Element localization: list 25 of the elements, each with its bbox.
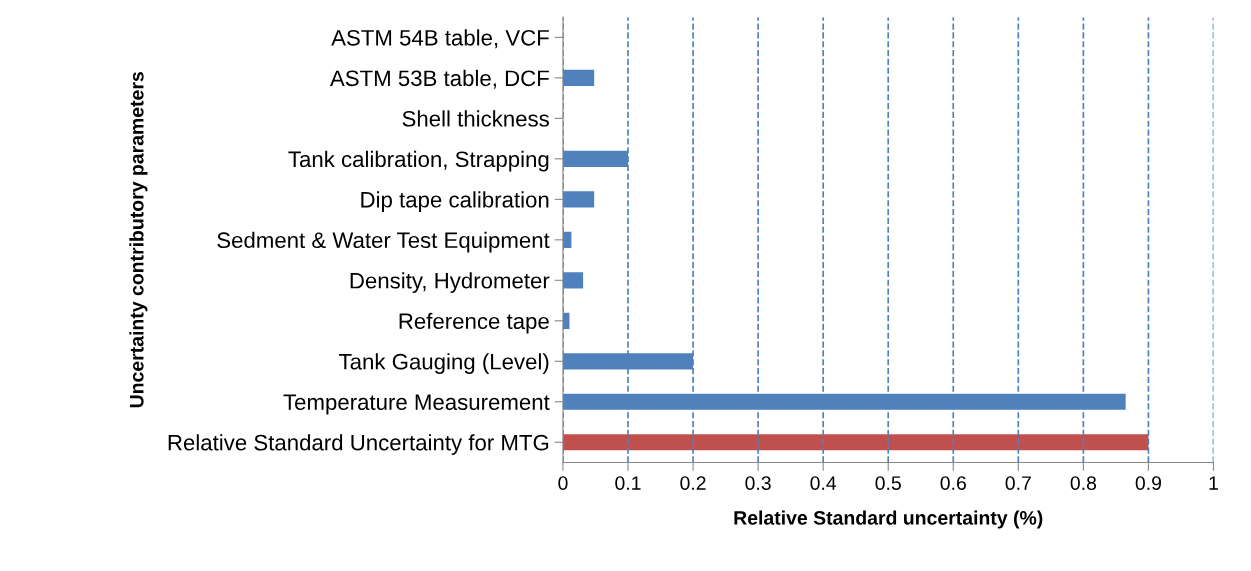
y-tick-label: Tank Gauging (Level) [339, 353, 549, 374]
x-tick-label: 0.4 [810, 476, 837, 490]
x-tick-label: 0.5 [875, 476, 901, 490]
y-tick-label: Reference tape [399, 312, 549, 334]
y-tick-label: Tank calibration, Strapping [288, 150, 549, 172]
x-tick-label: 0.7 [1005, 476, 1031, 490]
x-tick-label: 0.9 [1135, 476, 1162, 490]
y-tick-label: Density, Hydrometer [350, 272, 550, 293]
x-tick-label: 1 [1209, 476, 1218, 490]
x-tick-label: 0.1 [615, 476, 641, 490]
y-tick-label: Relative Standard Uncertainty for MTG [168, 434, 549, 455]
y-tick-label: Dip tape calibration [361, 191, 549, 212]
x-tick-label: 0 [558, 476, 568, 490]
x-tick-label: 0.8 [1070, 476, 1097, 490]
x-tick-label: 0.6 [940, 476, 966, 490]
x-tick-label: 0.2 [680, 476, 706, 490]
bar [562, 434, 1149, 451]
x-axis-title: Relative Standard uncertainty (%) [734, 510, 1043, 529]
y-tick-label: Sedment & Water Test Equipment [217, 231, 550, 253]
y-tick-label: ASTM 53B table, DCF [329, 69, 549, 89]
y-axis-title: Uncertainty contributory parameters [129, 72, 148, 408]
y-tick-label: Shell thickness [402, 110, 549, 127]
y-tick-label: Temperature Measurement [283, 394, 550, 415]
y-tick-label: ASTM 54B table, VCF [331, 29, 549, 49]
x-tick-label: 0.3 [745, 476, 771, 490]
